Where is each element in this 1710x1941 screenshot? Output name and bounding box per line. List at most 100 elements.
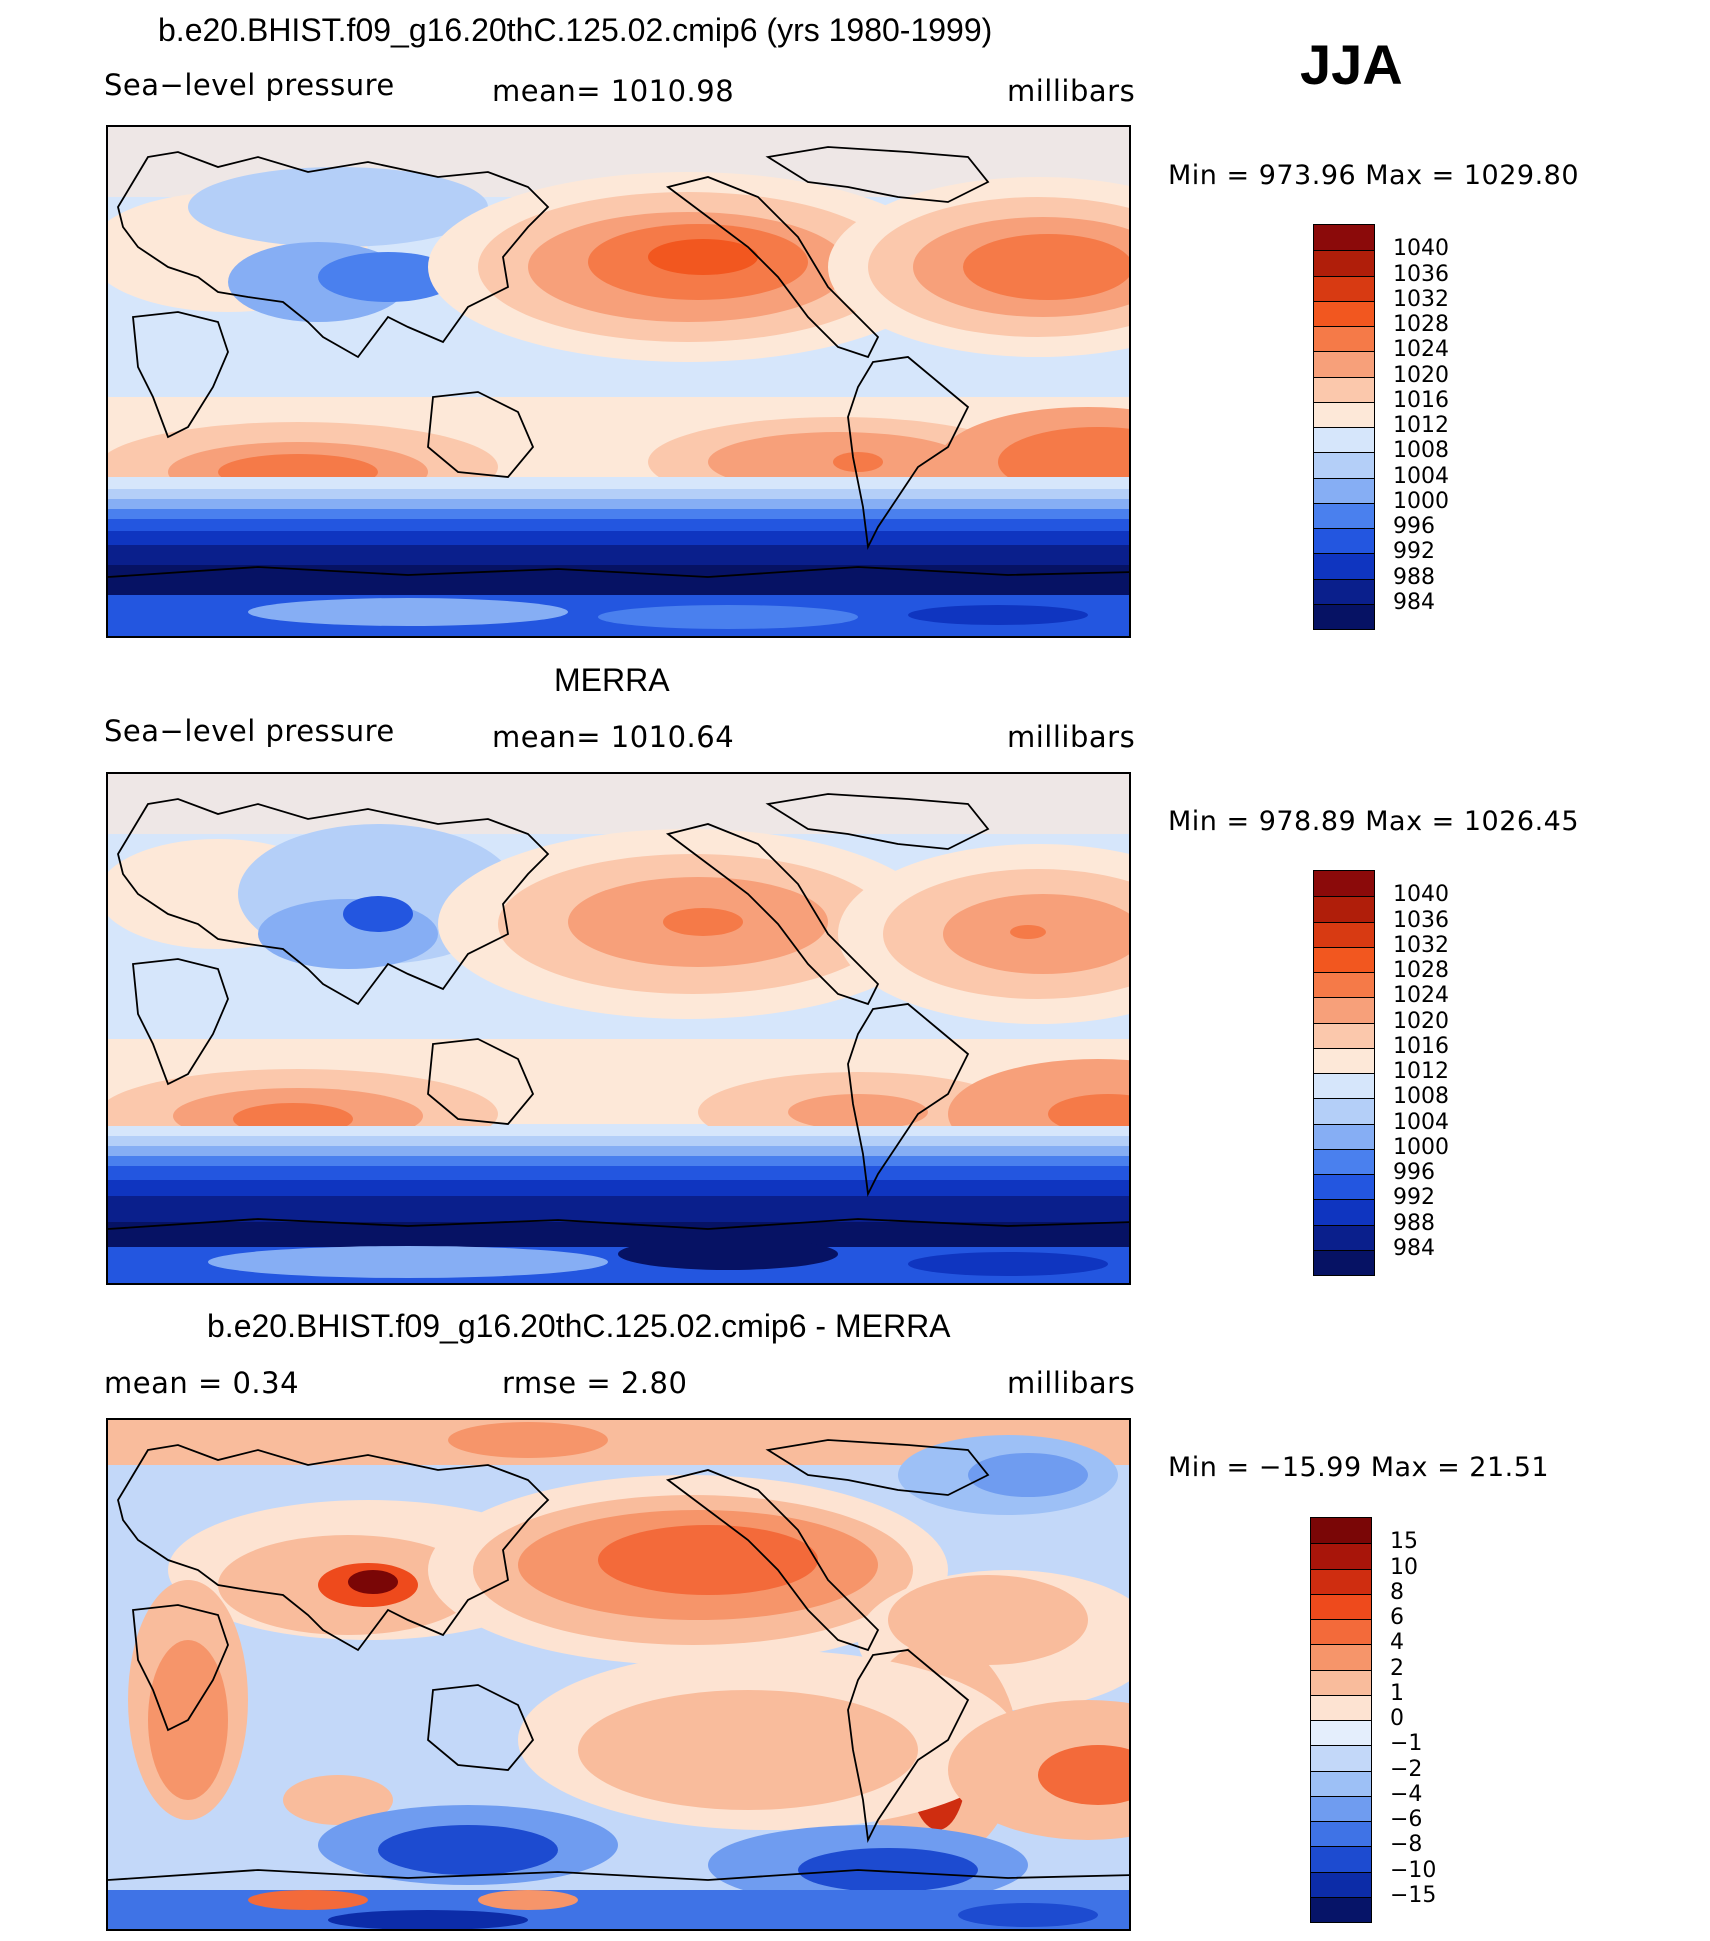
colorbar-tick-label: −2 [1390,1756,1423,1782]
colorbar-segment [1314,376,1374,402]
colorbar-segment [1314,1174,1374,1200]
panel1-map [106,125,1131,638]
colorbar-segment [1314,997,1374,1023]
colorbar-tick-label: −4 [1390,1781,1423,1807]
panel2-variable-label: Sea−level pressure [104,714,395,748]
colorbar-segment [1311,1568,1371,1594]
colorbar-tick-label: 1008 [1393,1084,1449,1110]
panel3-units-label: millibars [1007,1366,1136,1400]
colorbar-segment [1314,1224,1374,1250]
colorbar-tick-label: 1012 [1393,1059,1449,1084]
colorbar-segment [1314,300,1374,326]
colorbar-segment [1311,1543,1371,1569]
colorbar-tick-label: 1024 [1393,337,1449,363]
colorbar-segment [1311,1644,1371,1670]
colorbar-segment [1311,1518,1371,1544]
panel3-map [106,1418,1131,1931]
panel1-mean-label: mean= 1010.98 [492,74,735,108]
colorbar-segment [1314,250,1374,276]
colorbar-tick-label: 992 [1393,539,1435,565]
colorbar-segment [1314,578,1374,604]
colorbar-tick-label: 984 [1393,1235,1435,1261]
colorbar-tick-label: 6 [1390,1605,1404,1630]
colorbar-segment [1311,1669,1371,1695]
colorbar-tick-label: 0 [1390,1706,1404,1731]
colorbar-segment [1311,1619,1371,1645]
colorbar-segment [1314,871,1374,897]
colorbar-segment [1311,1821,1371,1847]
colorbar-segment [1314,502,1374,528]
colorbar-segment [1314,553,1374,579]
colorbar-segment [1314,946,1374,972]
panel3-rmse-label: rmse = 2.80 [502,1366,688,1400]
panel2-minmax: Min = 978.89 Max = 1026.45 [1168,806,1580,837]
colorbar-segment [1314,401,1374,427]
colorbar-tick-label: 10 [1390,1554,1418,1580]
colorbar-tick-label: 1036 [1393,907,1449,933]
colorbar-segment [1314,452,1374,478]
colorbar-tick-label: 4 [1390,1630,1404,1656]
colorbar-segment [1311,1871,1371,1897]
colorbar-segment [1311,1593,1371,1619]
colorbar-segment [1311,1745,1371,1771]
colorbar-segment [1311,1694,1371,1720]
panel2-units-label: millibars [1007,720,1136,754]
colorbar-tick-label: 1000 [1393,1134,1449,1160]
colorbar-tick-label: 984 [1393,589,1435,615]
panel3-contour-field [108,1420,1129,1929]
colorbar-segment [1314,427,1374,453]
colorbar-segment [1314,275,1374,301]
panel2-map [106,772,1131,1285]
colorbar-segment [1314,1199,1374,1225]
colorbar-segment [1314,477,1374,503]
colorbar-tick-label: 1020 [1393,1008,1449,1034]
colorbar-segment [1314,351,1374,377]
colorbar-segment [1314,1098,1374,1124]
colorbar-tick-label: 996 [1393,514,1435,539]
colorbar-tick-label: 996 [1393,1160,1435,1185]
colorbar-tick-label: −8 [1390,1832,1423,1858]
colorbar-segment [1311,1896,1371,1922]
colorbar-segment [1314,326,1374,352]
colorbar-segment [1314,1073,1374,1099]
colorbar-tick-label: 1 [1390,1680,1404,1706]
colorbar-segment [1314,528,1374,554]
colorbar-tick-label: 988 [1393,1210,1435,1236]
colorbar-tick-label: 1020 [1393,362,1449,388]
colorbar-tick-label: 1004 [1393,1109,1449,1135]
panel1-title: b.e20.BHIST.f09_g16.20thC.125.02.cmip6 (… [158,12,993,48]
colorbar-tick-label: 15 [1390,1529,1418,1555]
colorbar-tick-label: 1040 [1393,236,1449,262]
colorbar-segment [1314,1249,1374,1275]
panel2-mean-label: mean= 1010.64 [492,720,735,754]
panel3-minmax: Min = −15.99 Max = 21.51 [1168,1452,1550,1483]
colorbar-segment [1314,225,1374,251]
colorbar-tick-label: 1016 [1393,1033,1449,1059]
colorbar-tick-label: 1028 [1393,958,1449,983]
colorbar-tick-label: 1004 [1393,463,1449,489]
season-label: JJA [1300,33,1403,96]
colorbar-tick-label: 1036 [1393,261,1449,287]
panel2-colorbar [1313,870,1375,1276]
colorbar-tick-label: −1 [1390,1731,1423,1757]
colorbar-segment [1314,1148,1374,1174]
colorbar-tick-label: 1008 [1393,438,1449,464]
colorbar-segment [1314,1123,1374,1149]
panel2-title: MERRA [554,662,670,698]
colorbar-tick-label: −15 [1390,1882,1437,1908]
colorbar-tick-label: 8 [1390,1579,1404,1605]
colorbar-segment [1311,1846,1371,1872]
colorbar-tick-label: 2 [1390,1655,1404,1681]
colorbar-segment [1311,1770,1371,1796]
colorbar-tick-label: −6 [1390,1807,1423,1832]
panel2-contour-field [108,774,1129,1283]
panel1-colorbar [1313,224,1375,630]
colorbar-tick-label: 1040 [1393,882,1449,908]
colorbar-segment [1314,1047,1374,1073]
colorbar-tick-label: 992 [1393,1185,1435,1211]
panel3-mean-label: mean = 0.34 [104,1366,300,1400]
colorbar-tick-label: 1016 [1393,387,1449,413]
panel1-minmax: Min = 973.96 Max = 1029.80 [1168,160,1580,191]
panel3-colorbar [1310,1517,1372,1923]
colorbar-tick-label: 1000 [1393,488,1449,514]
